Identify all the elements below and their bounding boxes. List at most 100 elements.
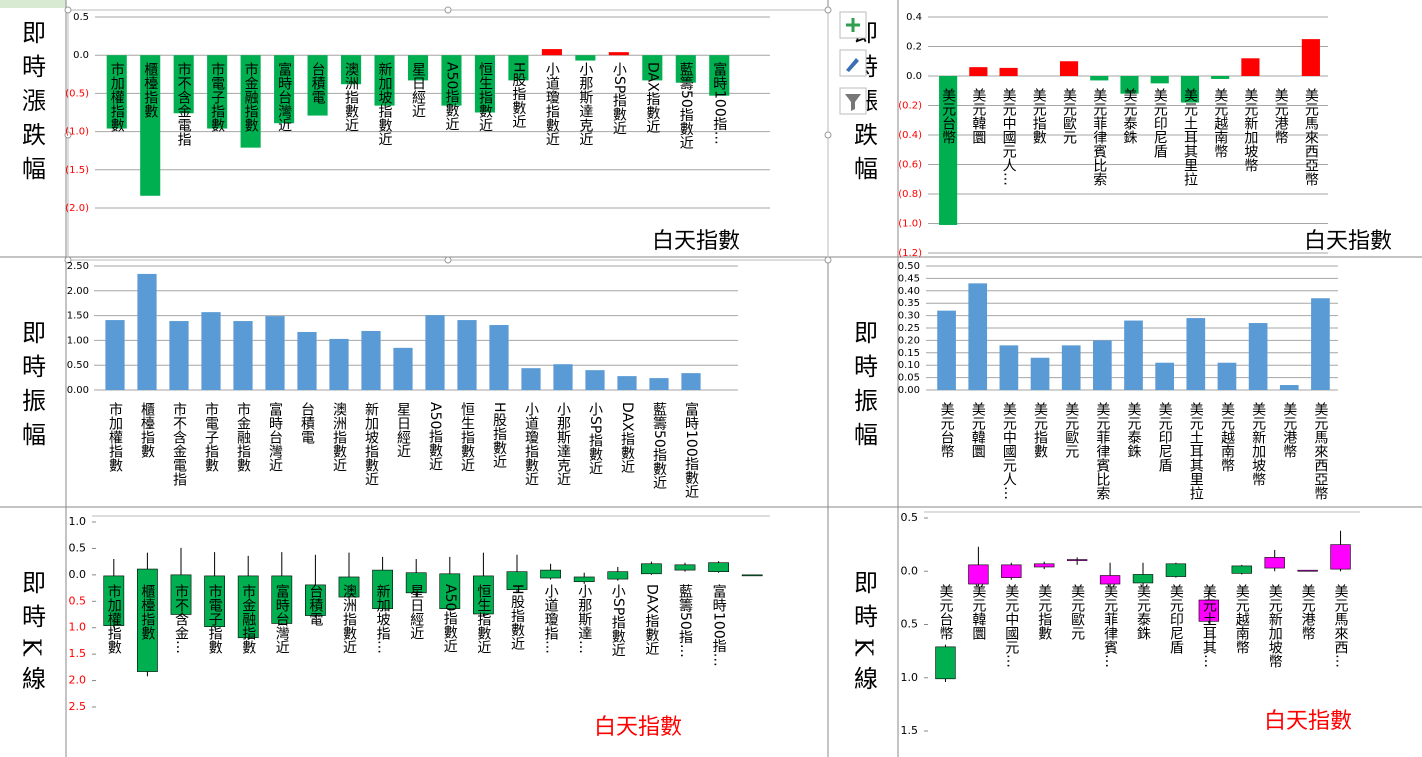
bar <box>140 55 161 196</box>
bar <box>1090 76 1109 81</box>
x-tick-label: 小道瓊指數近 <box>544 62 560 146</box>
x-tick-label: 美元新加坡幣 <box>1242 88 1258 172</box>
x-tick-label: 美元港幣 <box>1300 584 1316 640</box>
row-label: 即時振幅 <box>850 320 878 456</box>
y-tick-label: (0.8) <box>898 189 922 200</box>
bar <box>425 315 445 390</box>
x-tick-label: 美元港幣 <box>1273 88 1289 144</box>
bar <box>681 373 701 390</box>
bar <box>1248 323 1268 390</box>
x-tick-label: 美元馬來西… <box>1333 584 1349 668</box>
x-tick-label: 美元新加坡幣 <box>1267 584 1283 668</box>
x-tick-label: 富時台灣近 <box>274 583 290 654</box>
x-tick-label: 新加坡指… <box>375 584 391 654</box>
x-tick-label: 富時100指… <box>711 61 727 144</box>
bar <box>1061 345 1081 390</box>
row-label: 即時振幅 <box>18 320 46 456</box>
chart-styles-button[interactable] <box>839 49 867 77</box>
bar <box>521 368 541 390</box>
y-tick-label: 0.4 <box>906 12 922 23</box>
candle-body <box>204 575 225 627</box>
y-tick-label: 0.5 <box>69 594 87 607</box>
x-tick-label: 美元中國元… <box>1003 584 1019 668</box>
x-tick-label: 台積電 <box>299 402 315 444</box>
candle-body <box>935 646 956 680</box>
bar <box>999 67 1018 76</box>
y-tick-label: 2.5 <box>69 700 87 713</box>
y-tick-label: 0.25 <box>898 323 920 334</box>
x-tick-label: 市不含金電指 <box>176 61 192 146</box>
bar <box>201 312 221 390</box>
x-tick-label: 星日經近 <box>408 584 424 640</box>
bar <box>969 67 988 76</box>
bar <box>1093 340 1112 390</box>
y-tick-label: 1.0 <box>901 671 919 684</box>
x-tick-label: 美元指數 <box>1031 88 1047 144</box>
candle-body <box>1297 569 1318 572</box>
x-tick-label: 市加權指數 <box>107 401 123 472</box>
bar <box>1186 318 1206 390</box>
x-tick-label: 市金融指數 <box>240 583 256 654</box>
x-tick-label: 美元印尼盾 <box>1152 88 1168 158</box>
bar <box>1311 298 1330 390</box>
x-tick-label: DAX指數近 <box>619 402 635 474</box>
bar <box>274 55 295 124</box>
x-tick-label: 美元韓圜 <box>970 584 986 640</box>
bar <box>106 55 127 129</box>
y-tick-label: 2.0 <box>69 674 87 687</box>
x-tick-label: 美元越南幣 <box>1212 88 1228 158</box>
bar <box>374 55 395 106</box>
x-tick-label: 市電子指數 <box>209 61 225 132</box>
y-tick-label: 0.5 <box>69 541 87 554</box>
x-tick-label: 恒生指數近 <box>475 584 491 654</box>
candle-body <box>305 584 326 616</box>
x-tick-label: 小道瓊指數近 <box>523 402 539 486</box>
x-tick-label: 市電子指數 <box>207 583 223 654</box>
bar <box>675 55 696 83</box>
x-tick-label: 美元土耳其里拉 <box>1182 88 1198 186</box>
bar <box>489 325 509 390</box>
x-tick-label: 美元菲律賓比索 <box>1091 88 1107 186</box>
x-tick-label: 美元泰銖 <box>1135 584 1151 640</box>
x-tick-label: 美元越南幣 <box>1234 584 1250 654</box>
x-tick-label: 美元韓圜 <box>970 88 986 144</box>
x-tick-label: 市金融指數 <box>243 61 259 132</box>
bar <box>1241 58 1260 76</box>
x-tick-label: 藍籌50指… <box>677 584 693 658</box>
chart: 1.0 0.5 0.0 0.5 1.0 1.5 2.0 2.5 市加權指數 櫃檯指數 市不含金… 市電… <box>69 515 770 740</box>
y-tick-label: 1.5 <box>69 647 87 660</box>
chart-elements-button[interactable] <box>839 11 867 39</box>
x-tick-label: 小SP指數近 <box>611 62 627 136</box>
x-tick-label: 市不含金… <box>173 583 189 654</box>
bar <box>233 321 253 390</box>
chart-title: 白天指數 <box>1264 709 1352 734</box>
candle-body <box>641 563 662 575</box>
bar <box>1211 76 1230 79</box>
bar <box>1124 320 1143 390</box>
x-tick-label: 市電子指數 <box>203 401 219 472</box>
candle-body <box>968 564 989 585</box>
y-tick-label: (0.6) <box>898 160 922 171</box>
bar <box>1301 39 1320 76</box>
chart: 0.5 0.0 (0.5) (1.0) (1.5) (2.0) 市加權指數 櫃檯指數 市不含金電… <box>65 12 770 254</box>
x-tick-label: 美元土耳其里拉 <box>1188 402 1204 500</box>
candle-body <box>1198 599 1220 622</box>
chart-title: 白天指數 <box>594 715 682 740</box>
bar <box>1155 362 1174 390</box>
chart-tool-buttons <box>839 11 867 115</box>
x-tick-label: 美元台幣 <box>940 88 956 144</box>
candle-body <box>137 568 158 672</box>
chart-title: 白天指數 <box>652 229 740 254</box>
x-tick-label: A50指數近 <box>443 62 459 132</box>
chart-filters-button[interactable] <box>839 87 867 115</box>
bar <box>999 345 1019 390</box>
bar <box>709 55 730 96</box>
x-tick-label: 澳洲指數近 <box>343 62 359 132</box>
x-tick-label: 星日經近 <box>395 402 411 458</box>
x-tick-label: 櫃檯指數 <box>139 584 155 640</box>
y-tick-label: (1.0) <box>898 219 922 230</box>
bar <box>307 55 328 116</box>
bar <box>137 273 157 390</box>
bar <box>265 316 285 390</box>
y-tick-label: 1.0 <box>69 621 87 634</box>
